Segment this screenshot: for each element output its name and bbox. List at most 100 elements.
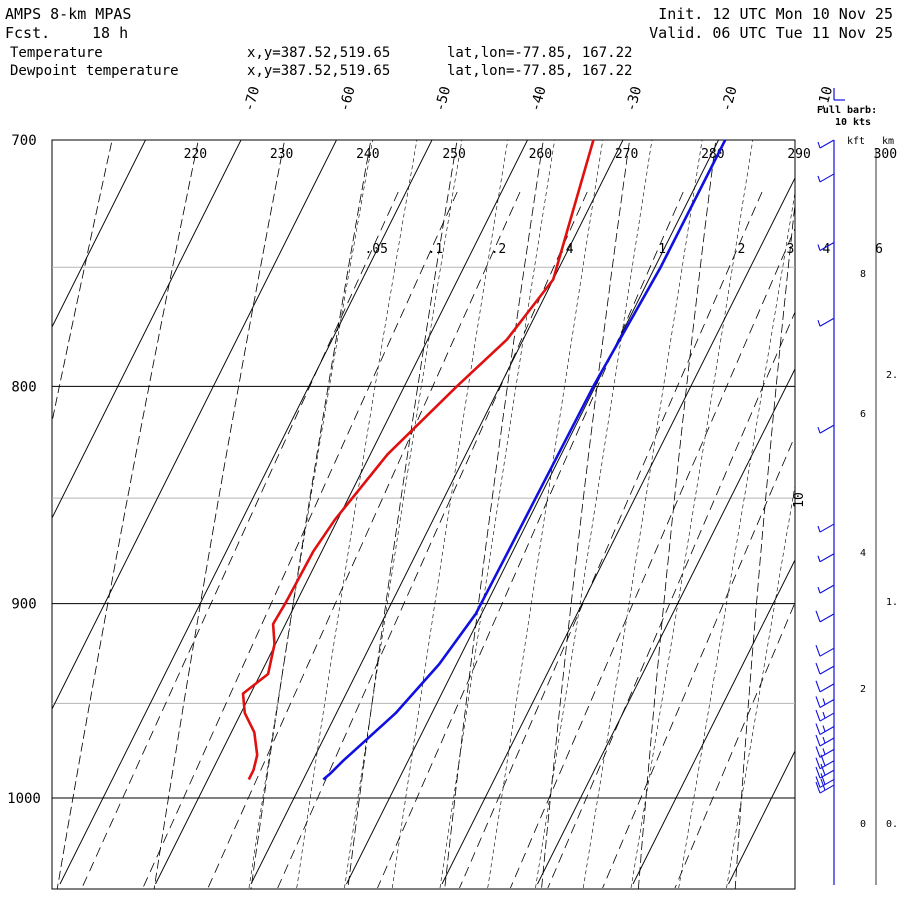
wind-legend-line1: Full barb: xyxy=(817,105,877,116)
wind-barb-flag xyxy=(815,746,821,758)
mixing-ratio-line xyxy=(602,434,795,889)
wind-barb-shaft xyxy=(819,712,835,722)
wind-barb-flag xyxy=(815,776,821,788)
valid-time: Valid. 06 UTC Tue 11 Nov 25 xyxy=(649,24,893,42)
mixing-ratio-label: .1 xyxy=(428,242,444,257)
kft-tick-label: 4 xyxy=(860,548,866,559)
wind-barb-half xyxy=(817,141,821,149)
temperature-tick-label: -30 xyxy=(623,85,645,114)
wind-barb-flag xyxy=(815,709,821,722)
wind-barb xyxy=(817,317,835,327)
moist-adiabat-line xyxy=(248,140,374,889)
wind-barb-shaft xyxy=(819,737,835,747)
wind-barb-shaft xyxy=(819,584,835,594)
kft-tick-label: 0 xyxy=(860,819,866,830)
temperature-tick-label: -70 xyxy=(241,85,263,114)
legend-dewpoint-name: Dewpoint temperature xyxy=(10,63,179,79)
wind-barb xyxy=(817,584,835,594)
wind-barb-shaft xyxy=(819,665,835,675)
temperature-tick-label: -20 xyxy=(719,85,741,114)
mixing-ratio-line xyxy=(377,191,684,889)
dry-adiabat-label: 230 xyxy=(270,147,293,162)
isotherm-line xyxy=(250,140,624,885)
wind-barb xyxy=(815,746,835,758)
mixing-ratio-line xyxy=(674,601,795,889)
plot-frame xyxy=(51,139,796,890)
chart-layer: 7008009001000-70-60-50-40-30-20-10022023… xyxy=(0,85,898,889)
wind-barb-shaft xyxy=(819,748,835,758)
wind-barb xyxy=(815,734,835,747)
wind-barb-flag xyxy=(820,754,826,766)
mixing-ratio-label: 1 xyxy=(658,242,666,257)
dry-adiabat-label: 300 xyxy=(874,147,897,162)
wind-barb-shaft xyxy=(819,139,835,149)
isotherm-line xyxy=(537,367,795,885)
mixing-ratio-line xyxy=(277,191,588,889)
wind-legend-line2: 10 kts xyxy=(835,117,871,128)
wind-barb xyxy=(817,424,835,434)
temperature-trace xyxy=(322,139,727,781)
wind-barb-flag xyxy=(815,734,821,747)
moist-adiabat-line xyxy=(678,190,795,889)
wind-barb-half xyxy=(822,711,826,719)
pressure-tick-label: 900 xyxy=(11,597,36,613)
wind-barb-flag xyxy=(820,763,826,776)
legend-temperature-name: Temperature xyxy=(10,45,103,61)
wind-barb-shaft xyxy=(819,647,835,657)
wind-barb-half xyxy=(822,698,826,705)
wind-barb-shaft xyxy=(819,553,835,563)
kft-tick-label: 6 xyxy=(860,409,866,420)
dry-adiabat-line xyxy=(541,140,631,889)
isotherm-line xyxy=(632,558,795,885)
pressure-tick-label: 700 xyxy=(11,133,36,149)
wind-barb-half xyxy=(817,175,821,183)
mixing-ratio-line xyxy=(81,191,399,889)
moist-adiabat-line xyxy=(535,140,653,889)
model-title: AMPS 8-km MPAS xyxy=(5,5,131,23)
dry-adiabat-line xyxy=(734,200,795,889)
wind-barb-flag xyxy=(815,662,821,675)
moist-adiabat-line xyxy=(391,140,509,889)
mixing-ratio-label: 3 xyxy=(786,242,794,257)
wind-barb-shaft xyxy=(819,726,835,736)
forecast-label: Fcst. xyxy=(5,24,50,42)
wind-barb-half xyxy=(822,725,826,732)
isotherm-line xyxy=(52,140,146,329)
km-tick-label: 2. xyxy=(886,370,898,381)
km-axis-label: km xyxy=(882,136,894,147)
wind-barb-flag xyxy=(820,773,826,785)
wind-barb-half xyxy=(817,320,821,327)
isotherm-line xyxy=(441,176,795,885)
wind-barb-shaft xyxy=(819,613,835,623)
legend-dewpoint-latlon: lat,lon=-77.85, 167.22 xyxy=(447,63,632,79)
kft-tick-label: 2 xyxy=(860,684,866,695)
dry-adiabat-line xyxy=(56,140,199,889)
wind-barb xyxy=(815,696,835,708)
legend-temperature-latlon: lat,lon=-77.85, 167.22 xyxy=(447,45,632,61)
wind-barb xyxy=(815,778,835,794)
mixing-ratio-label: 4 xyxy=(822,242,830,257)
temperature-tick-label: -50 xyxy=(432,85,454,114)
mixing-ratio-label: .2 xyxy=(491,242,507,257)
mixing-ratio-label: 6 xyxy=(875,242,883,257)
wind-barb-flag xyxy=(815,723,821,735)
wind-barb xyxy=(817,553,835,563)
wind-barb xyxy=(815,773,835,788)
temperature-tick-label: -60 xyxy=(337,85,359,114)
km-tick-label: 1. xyxy=(886,597,898,608)
wind-barb xyxy=(815,610,835,623)
background-lines xyxy=(0,140,795,889)
wind-barb-flag xyxy=(820,778,826,791)
isotherm-line xyxy=(0,140,50,884)
wind-barb xyxy=(817,139,835,149)
isotherm-line xyxy=(52,140,242,520)
wind-barb-half xyxy=(817,426,821,434)
wind-barb-flag xyxy=(815,757,821,769)
kft-tick-label: 8 xyxy=(860,269,866,280)
wind-barb-shaft xyxy=(819,683,835,693)
wind-barb-half xyxy=(817,555,821,562)
kft-axis-label: kft xyxy=(847,136,865,147)
wind-barb-half xyxy=(817,586,821,594)
dewpoint-trace xyxy=(241,139,595,781)
